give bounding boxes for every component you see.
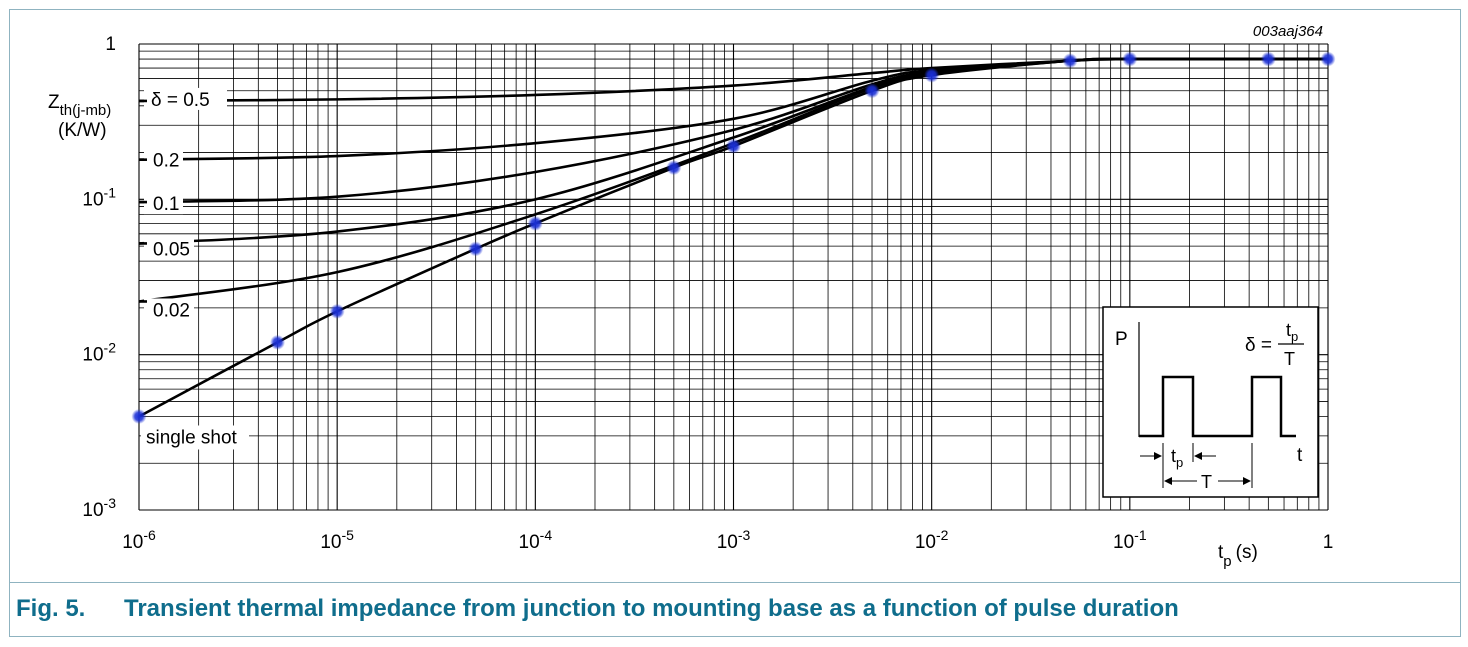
y-tick-label: 10-3	[82, 495, 116, 521]
series-label-bg	[144, 148, 183, 171]
caption-title: Transient thermal impedance from junctio…	[124, 595, 1179, 622]
series-label-bg	[144, 298, 194, 321]
x-label-unit: (s)	[1236, 542, 1258, 563]
data-point-marker	[527, 215, 543, 231]
figure-code: 003aaj364	[1253, 23, 1323, 40]
x-tick-label: 1	[1323, 532, 1334, 553]
x-axis-label: tp (s)	[1218, 542, 1258, 570]
duty-cycle-inset: P δ = tp T t tp T	[1102, 306, 1319, 498]
y-tick-label: 1	[105, 34, 116, 55]
data-point-marker	[329, 303, 345, 319]
y-tick-label: 10-2	[82, 340, 116, 366]
y-label-unit: (K/W)	[58, 120, 107, 141]
inset-tp-arrowhead-left	[1154, 452, 1162, 460]
figure-caption: Fig. 5. Transient thermal impedance from …	[16, 595, 1179, 623]
data-point-marker	[468, 241, 484, 257]
y-label-sub: th(j-mb)	[60, 102, 112, 119]
inset-T-arrowhead-right	[1243, 477, 1251, 485]
svg-text:tp(s): tp (s)	[1218, 542, 1258, 570]
inset-frac-num-main: t	[1286, 320, 1291, 340]
inset-frac-num: tp	[1286, 320, 1298, 344]
series-label: 0.2	[153, 151, 179, 172]
caption-number: Fig. 5.	[16, 595, 86, 622]
inset-tp-main: t	[1171, 446, 1176, 466]
svg-text:Zth(j-mb): Zth(j-mb)	[48, 92, 111, 119]
inset-period-label: T	[1201, 472, 1212, 492]
inset-frac-num-sub: p	[1291, 329, 1298, 344]
tick-labels: 10-6 10-5 10-4 10-3 10-2 10-1 1 1 10-1 10-2 10-3	[82, 34, 1333, 553]
data-point-marker	[1122, 51, 1138, 67]
data-point-marker	[864, 83, 880, 99]
inset-T-arrowhead-left	[1164, 477, 1172, 485]
data-point-marker	[1062, 53, 1078, 69]
series-label: 0.1	[153, 194, 179, 215]
data-point-marker	[666, 160, 682, 176]
x-tick-label: 10-5	[320, 527, 354, 553]
series-label-bg	[141, 425, 249, 450]
y-axis-label: Zth(j-mb) (K/W)	[48, 92, 111, 141]
series-label: single shot	[146, 427, 238, 448]
series-label-bg	[144, 87, 227, 110]
y-label-main: Z	[48, 92, 60, 113]
inset-tp-arrowhead-right	[1194, 452, 1202, 460]
y-tick-label: 10-1	[82, 184, 116, 210]
caption-divider	[9, 582, 1461, 583]
series-label: δ = 0.5	[151, 90, 210, 111]
inset-tp-sub: p	[1176, 455, 1183, 470]
x-tick-label: 10-3	[717, 527, 751, 553]
inset-frac-den: T	[1284, 349, 1295, 369]
x-tick-label: 10-2	[915, 527, 949, 553]
x-label-main: t	[1218, 542, 1224, 563]
x-label-sub: p	[1223, 553, 1231, 570]
data-point-marker	[270, 334, 286, 350]
x-tick-label: 10-4	[519, 527, 553, 553]
markers	[131, 51, 1336, 424]
series-label-bg	[144, 192, 183, 215]
inset-delta-lhs: δ =	[1245, 335, 1272, 356]
inset-p-label: P	[1115, 329, 1128, 350]
series-label: 0.02	[153, 300, 190, 321]
data-point-marker	[924, 67, 940, 83]
x-tick-label: 10-6	[122, 527, 156, 553]
series-label: 0.05	[153, 239, 190, 260]
data-point-marker	[726, 138, 741, 154]
figure-frame	[9, 9, 1461, 637]
grid	[138, 43, 1329, 511]
data-point-marker	[131, 408, 147, 424]
inset-t-label: t	[1297, 445, 1303, 466]
inset-pulse-waveform	[1139, 375, 1296, 438]
inset-tp-label: tp	[1171, 446, 1183, 470]
series-label-bg	[144, 237, 194, 260]
data-point-marker	[1320, 51, 1336, 67]
data-point-marker	[1260, 51, 1276, 67]
x-tick-label: 10-1	[1113, 527, 1147, 553]
